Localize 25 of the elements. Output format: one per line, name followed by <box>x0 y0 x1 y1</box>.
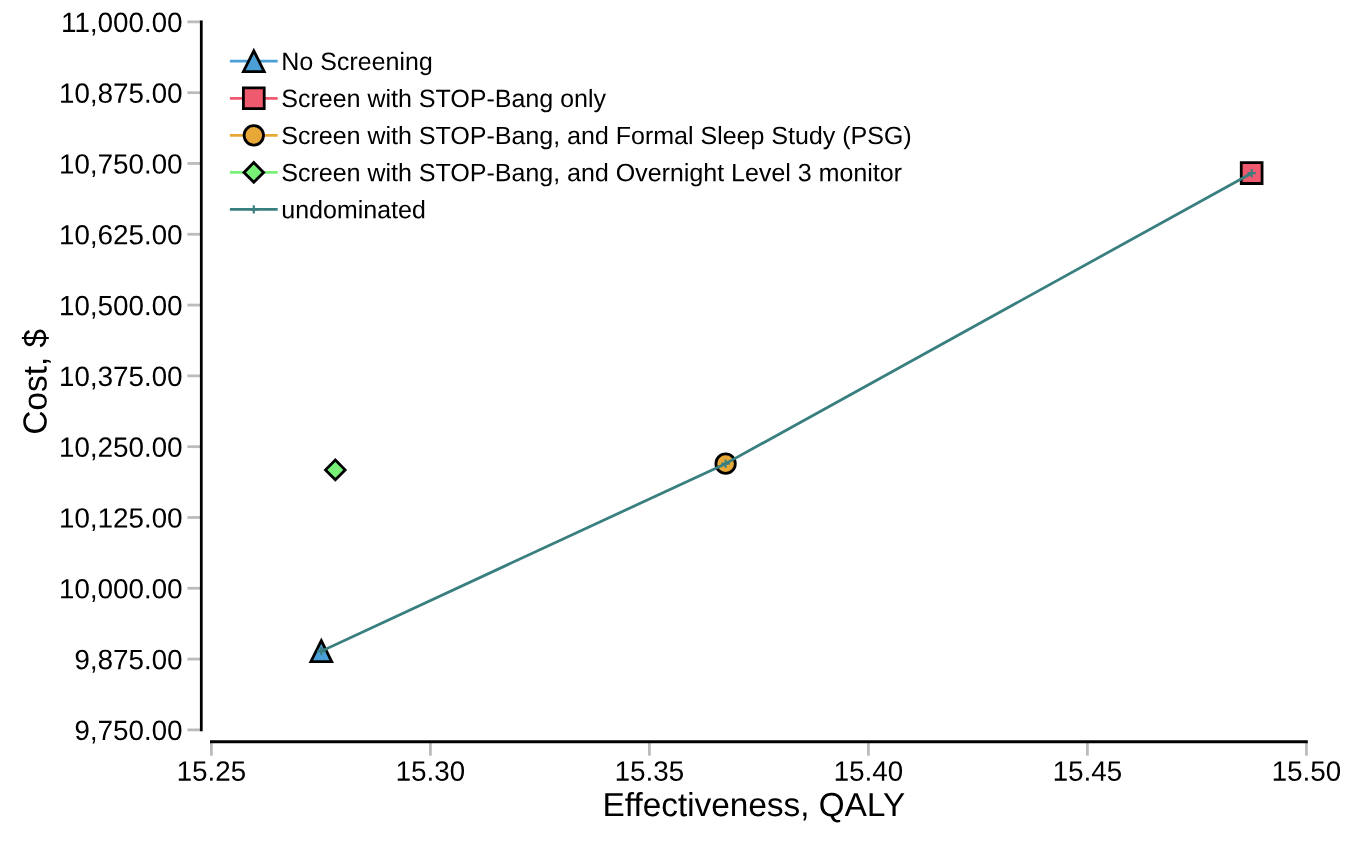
x-tick-label: 15.45 <box>1054 761 1121 781</box>
y-tick-label: 10,500.00 <box>61 295 182 319</box>
y-tick-label: 10,375.00 <box>61 366 182 390</box>
y-tick-label: 10,875.00 <box>61 83 182 107</box>
y-tick-label: 9,750.00 <box>75 720 182 744</box>
y-tick-label: 10,125.00 <box>61 508 182 532</box>
legend-label: Screen with STOP-Bang, and Formal Sleep Study (PSG) <box>282 125 911 150</box>
y-tick-label: 10,250.00 <box>61 437 182 461</box>
x-tick-label: 15.25 <box>178 761 245 781</box>
y-tick-label: 11,000.00 <box>63 12 182 36</box>
y-tick-label: 9,875.00 <box>75 649 182 673</box>
x-axis-title: Effectiveness, QALY <box>605 791 905 823</box>
x-tick-label: 15.40 <box>835 761 903 781</box>
y-tick-label: 10,000.00 <box>61 578 182 602</box>
legend-label: undominated <box>282 200 425 219</box>
legend-label: Screen with STOP-Bang only <box>282 88 606 113</box>
legend-label: Screen with STOP-Bang, and Overnight Level 3 monitor <box>282 163 902 187</box>
x-tick-label: 15.50 <box>1273 761 1341 781</box>
y-tick-label: 10,750.00 <box>61 154 182 178</box>
x-tick-label: 15.30 <box>397 761 465 781</box>
legend-label: No Screening <box>283 51 432 76</box>
x-tick-label: 15.35 <box>616 761 683 781</box>
y-axis-title: Cost, $ <box>21 329 51 433</box>
y-tick-label: 10,625.00 <box>61 224 182 248</box>
point <box>324 458 347 482</box>
